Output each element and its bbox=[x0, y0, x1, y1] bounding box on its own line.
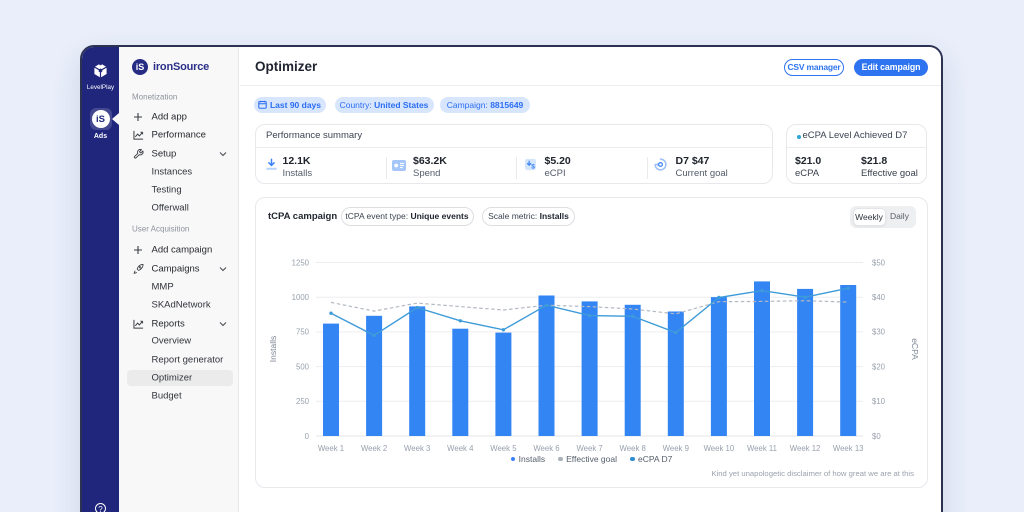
svg-text:Week 1: Week 1 bbox=[318, 444, 344, 453]
svg-text:250: 250 bbox=[296, 397, 310, 406]
svg-text:1000: 1000 bbox=[292, 293, 310, 302]
svg-text:$50: $50 bbox=[872, 258, 886, 267]
svg-text:Week 6: Week 6 bbox=[533, 444, 559, 453]
svg-text:Week 2: Week 2 bbox=[361, 444, 387, 453]
svg-text:$10: $10 bbox=[872, 397, 886, 406]
svg-text:Week 3: Week 3 bbox=[404, 444, 430, 453]
svg-text:$: $ bbox=[531, 164, 535, 171]
svg-text:750: 750 bbox=[296, 328, 310, 337]
svg-text:$0: $0 bbox=[872, 432, 881, 441]
svg-text:$30: $30 bbox=[872, 328, 886, 337]
svg-text:$20: $20 bbox=[872, 362, 886, 371]
svg-text:Week 11: Week 11 bbox=[747, 444, 777, 453]
svg-text:eCPA: eCPA bbox=[910, 338, 920, 360]
svg-text:Week 12: Week 12 bbox=[790, 444, 821, 453]
svg-text:Week 13: Week 13 bbox=[833, 444, 864, 453]
svg-text:$40: $40 bbox=[872, 293, 886, 302]
svg-text:1250: 1250 bbox=[292, 258, 310, 267]
svg-text:0: 0 bbox=[305, 432, 310, 441]
svg-text:500: 500 bbox=[296, 362, 310, 371]
svg-text:Installs: Installs bbox=[268, 336, 278, 362]
svg-text:Week 8: Week 8 bbox=[620, 444, 646, 453]
svg-text:Week 4: Week 4 bbox=[447, 444, 474, 453]
svg-text:Week 5: Week 5 bbox=[490, 444, 517, 453]
svg-text:Week 10: Week 10 bbox=[704, 444, 735, 453]
svg-text:Week 9: Week 9 bbox=[663, 444, 689, 453]
svg-text:Week 7: Week 7 bbox=[576, 444, 602, 453]
